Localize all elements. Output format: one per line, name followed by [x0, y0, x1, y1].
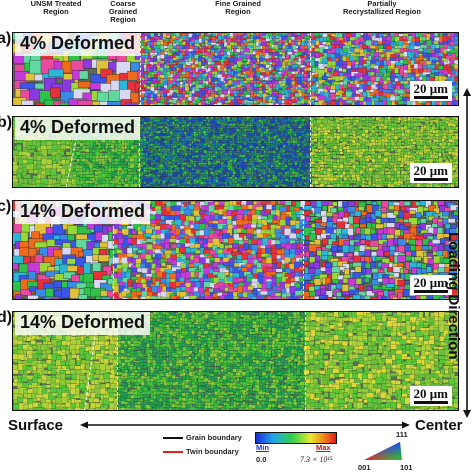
- colorbar-max-value: 7.3 × 10¹⁵: [300, 455, 333, 464]
- ebsd-map-b: 4% Deformed 20 μm: [12, 116, 459, 188]
- grain-boundary-swatch: [163, 437, 183, 439]
- twin-boundary-label: Twin boundary: [186, 447, 239, 456]
- axis-surface-label: Surface: [8, 417, 64, 434]
- panel-letter-a: a): [0, 30, 12, 47]
- surface-center-arrow: [80, 421, 410, 429]
- header-unsm: UNSM Treated Region: [30, 0, 82, 16]
- scale-bar-c: 20 μm: [409, 275, 452, 295]
- loading-direction-label: Loading Direction: [445, 232, 462, 360]
- ipf-001-label: 001: [358, 463, 371, 472]
- ipf-triangle-icon: [364, 442, 402, 460]
- colorbar-max-label: Max: [316, 443, 331, 452]
- panel-label-b: 4% Deformed: [15, 117, 141, 140]
- ipf-101-label: 101: [400, 463, 413, 472]
- header-coarse: Coarse Grained Region: [108, 0, 138, 24]
- scale-bar-a: 20 μm: [409, 81, 452, 101]
- panel-label-c: 14% Deformed: [15, 201, 151, 224]
- twin-boundary-swatch: [163, 451, 183, 453]
- panel-letter-c: c): [0, 198, 12, 215]
- ebsd-map-d: 14% Deformed 20 μm: [12, 311, 459, 411]
- ipf-111-label: 111: [396, 430, 408, 439]
- header-partial: Partially Recrystallized Region: [343, 0, 421, 16]
- panel-letter-b: b): [0, 114, 13, 131]
- loading-direction-arrow: [463, 88, 471, 418]
- colorbar-min-value: 0.0: [256, 455, 267, 464]
- ipf-map-c: [13, 201, 458, 299]
- colorbar-min-label: Min: [256, 443, 269, 452]
- panel-letter-d: d): [0, 309, 13, 326]
- ebsd-map-a: 4% Deformed 20 μm: [12, 32, 459, 106]
- panel-label-d: 14% Deformed: [15, 312, 151, 335]
- grain-boundary-label: Grain boundary: [186, 433, 242, 442]
- scale-bar-b: 20 μm: [409, 163, 452, 183]
- kam-colorbar: [255, 432, 337, 444]
- panel-label-a: 4% Deformed: [15, 33, 141, 56]
- axis-center-label: Center: [415, 417, 463, 434]
- scale-bar-d: 20 μm: [409, 386, 452, 406]
- header-fine: Fine Grained Region: [215, 0, 261, 16]
- ebsd-map-c: 14% Deformed 20 μm: [12, 200, 459, 300]
